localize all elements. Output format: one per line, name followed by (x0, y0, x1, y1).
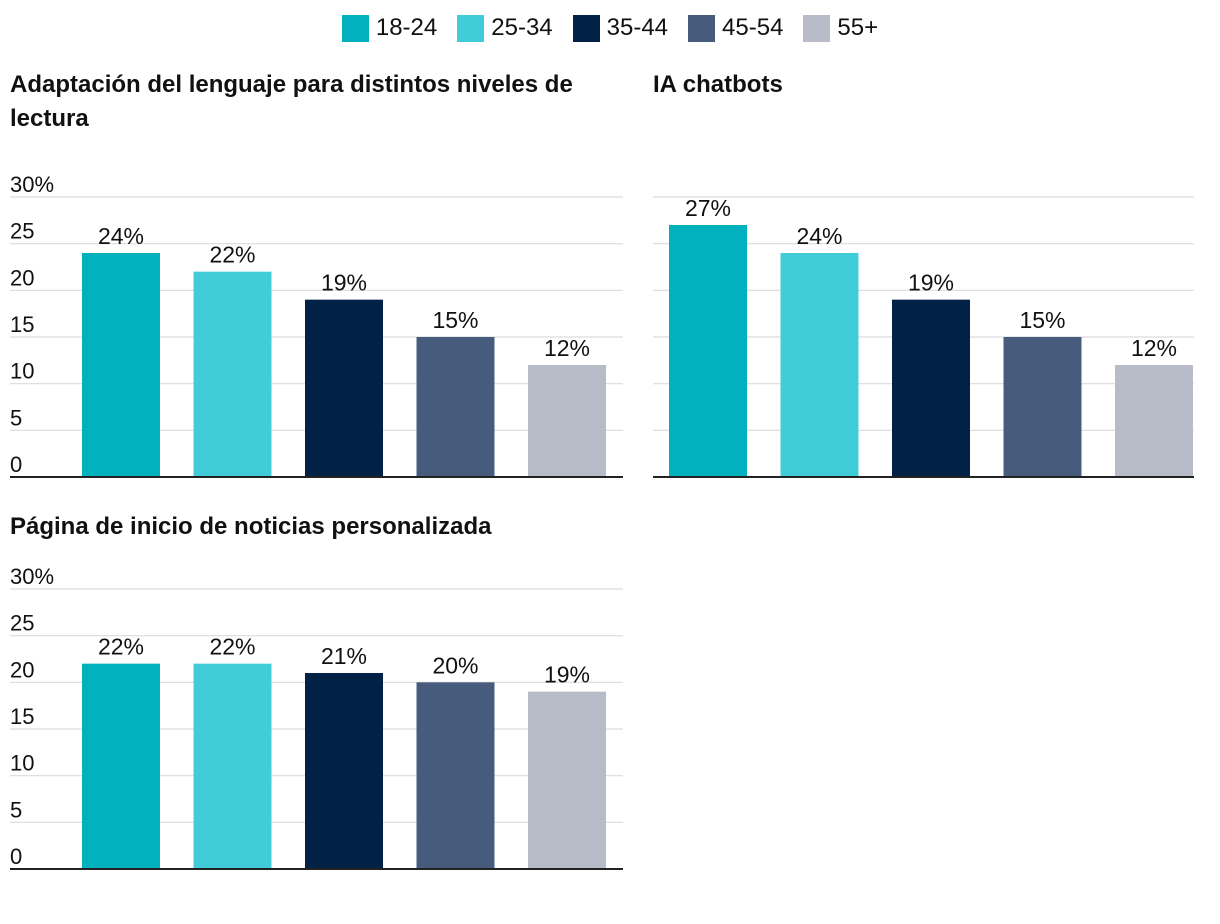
y-tick-label: 30% (10, 172, 54, 197)
bar-45-54 (416, 682, 495, 869)
data-label: 22% (98, 634, 144, 660)
y-tick-label: 0 (10, 452, 22, 477)
bar-18-24 (82, 663, 160, 869)
data-label: 19% (908, 270, 954, 296)
bar-25-34 (193, 663, 272, 869)
legend-swatch (688, 14, 716, 42)
bar-45-54 (1003, 337, 1082, 477)
data-label: 19% (544, 662, 590, 688)
bar-chart-noticias: 0 5 10 15 20 25 30% 22% 22% 21% 20% 19% (10, 564, 623, 870)
chart-title-noticias: Página de inicio de noticias personaliza… (10, 513, 492, 540)
bar-chart-lenguaje: 0 5 10 15 20 25 30% 24% 22% 19% 15% 12% (10, 172, 623, 478)
data-label: 22% (209, 634, 255, 660)
chart-title-lenguaje: Adaptación del lenguaje para distintos n… (10, 71, 573, 132)
legend-swatch (803, 14, 831, 42)
bar-55+ (528, 691, 606, 869)
legend-item-45-54: 45-54 (688, 14, 783, 42)
legend-label: 18-24 (375, 14, 438, 41)
chart-legend: 18-24 25-34 35-44 45-54 55+ (0, 14, 1220, 42)
y-tick-label: 30% (10, 564, 54, 589)
bar-chart-chatbots: 27% 24% 19% 15% 12% (653, 195, 1194, 478)
bar-25-34 (193, 271, 272, 477)
y-tick-label: 5 (10, 405, 22, 430)
legend-label: 35-44 (606, 14, 669, 41)
bar-35-44 (305, 299, 383, 477)
data-label: 24% (98, 223, 144, 249)
bar-55+ (528, 365, 606, 477)
bar-18-24 (669, 225, 747, 477)
legend-item-18-24: 18-24 (341, 14, 438, 42)
legend-label: 55+ (837, 14, 879, 41)
bar-55+ (1115, 365, 1193, 477)
y-tick-label: 10 (10, 359, 34, 384)
y-tick-label: 25 (10, 219, 34, 244)
bar-45-54 (416, 337, 495, 477)
data-label: 19% (321, 270, 367, 296)
legend-swatch (572, 14, 600, 42)
bar-35-44 (305, 673, 383, 869)
data-label: 12% (1131, 335, 1177, 361)
legend-item-25-34: 25-34 (457, 14, 553, 42)
legend-label: 25-34 (491, 14, 553, 41)
y-tick-label: 15 (10, 312, 34, 337)
data-label: 15% (432, 307, 478, 333)
chart-title-chatbots: IA chatbots (653, 71, 783, 98)
y-tick-label: 25 (10, 611, 34, 636)
bar-35-44 (892, 299, 970, 477)
y-tick-label: 5 (10, 797, 22, 822)
y-tick-label: 10 (10, 751, 34, 776)
data-label: 27% (685, 195, 731, 221)
data-label: 20% (432, 652, 478, 678)
data-label: 12% (544, 335, 590, 361)
y-tick-label: 20 (10, 657, 34, 682)
data-label: 21% (321, 643, 367, 669)
legend-swatch (341, 14, 369, 42)
data-label: 24% (796, 223, 842, 249)
legend-item-35-44: 35-44 (572, 14, 669, 42)
y-tick-label: 15 (10, 704, 34, 729)
legend-label: 45-54 (722, 14, 784, 41)
y-tick-label: 0 (10, 844, 22, 869)
bar-25-34 (780, 253, 859, 477)
data-label: 22% (209, 242, 255, 268)
y-tick-label: 20 (10, 265, 34, 290)
bar-18-24 (82, 253, 160, 477)
legend-item-55plus: 55+ (803, 14, 878, 42)
data-label: 15% (1019, 307, 1065, 333)
legend-swatch (457, 14, 485, 42)
